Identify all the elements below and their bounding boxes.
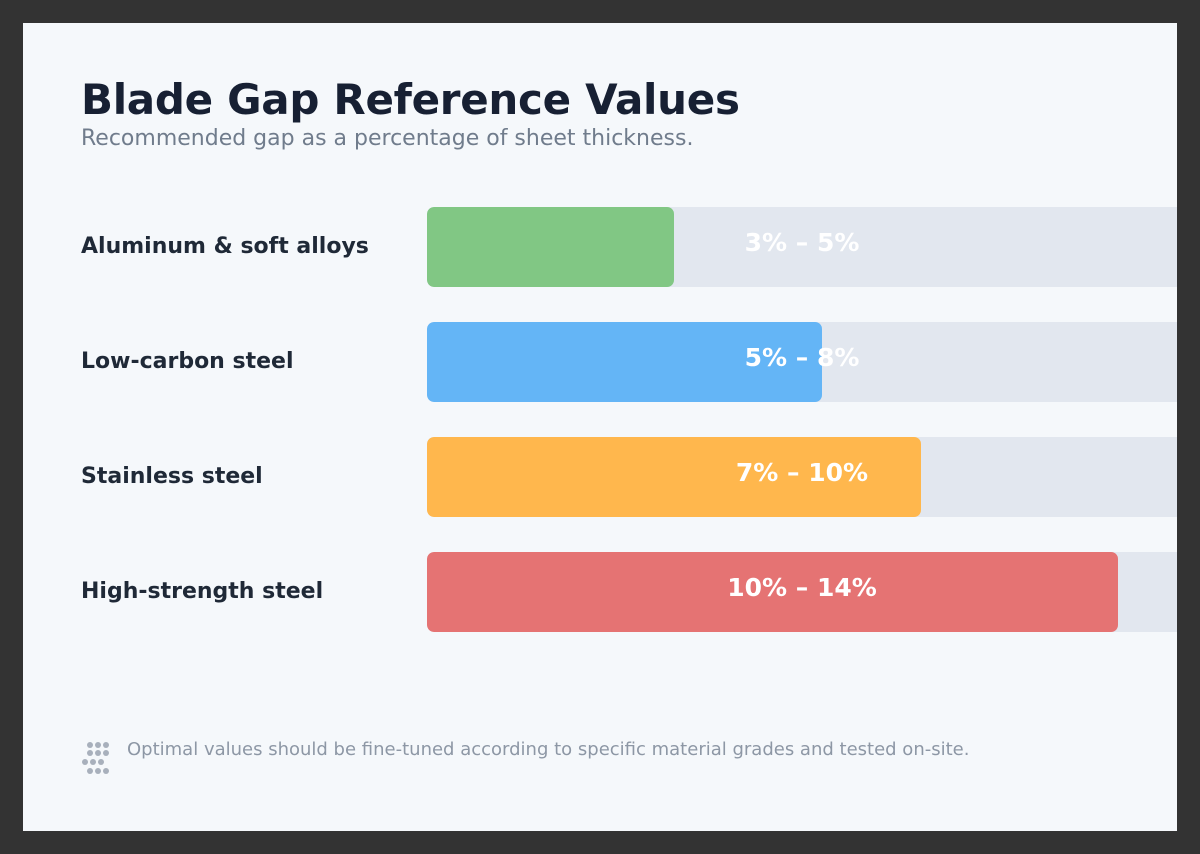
bar-row: Stainless steel 7% – 10% — [23, 437, 1177, 517]
bar-rows: Aluminum & soft alloys 3% – 5% Low-carbon … — [23, 207, 1177, 667]
category-label: Stainless steel — [81, 464, 263, 489]
bar-fill — [427, 437, 921, 517]
bar-row: High-strength steel 10% – 14% — [23, 552, 1177, 632]
bar-track: 7% – 10% — [427, 437, 1177, 517]
category-label: High-strength steel — [81, 579, 324, 604]
category-label: Low-carbon steel — [81, 349, 294, 374]
bar-fill — [427, 322, 822, 402]
bar-track: 10% – 14% — [427, 552, 1177, 632]
range-label: 7% – 10% — [735, 458, 869, 487]
bar-row: Aluminum & soft alloys 3% – 5% — [23, 207, 1177, 287]
footnote-text: Optimal values should be fine-tuned acco… — [127, 739, 970, 760]
chart-card: Blade Gap Reference Values Recommended g… — [23, 23, 1177, 831]
category-label: Aluminum & soft alloys — [81, 234, 369, 259]
bar-fill — [427, 552, 1118, 632]
bar-row: Low-carbon steel 5% – 8% — [23, 322, 1177, 402]
chart-title: Blade Gap Reference Values — [81, 75, 740, 124]
range-label: 5% – 8% — [744, 343, 860, 372]
bar-fill — [427, 207, 674, 287]
dots-grid-icon — [82, 742, 109, 774]
range-label: 10% – 14% — [727, 573, 877, 602]
chart-subtitle: Recommended gap as a percentage of sheet… — [81, 126, 694, 151]
bar-track: 5% – 8% — [427, 322, 1177, 402]
range-label: 3% – 5% — [744, 228, 860, 257]
bar-track: 3% – 5% — [427, 207, 1177, 287]
